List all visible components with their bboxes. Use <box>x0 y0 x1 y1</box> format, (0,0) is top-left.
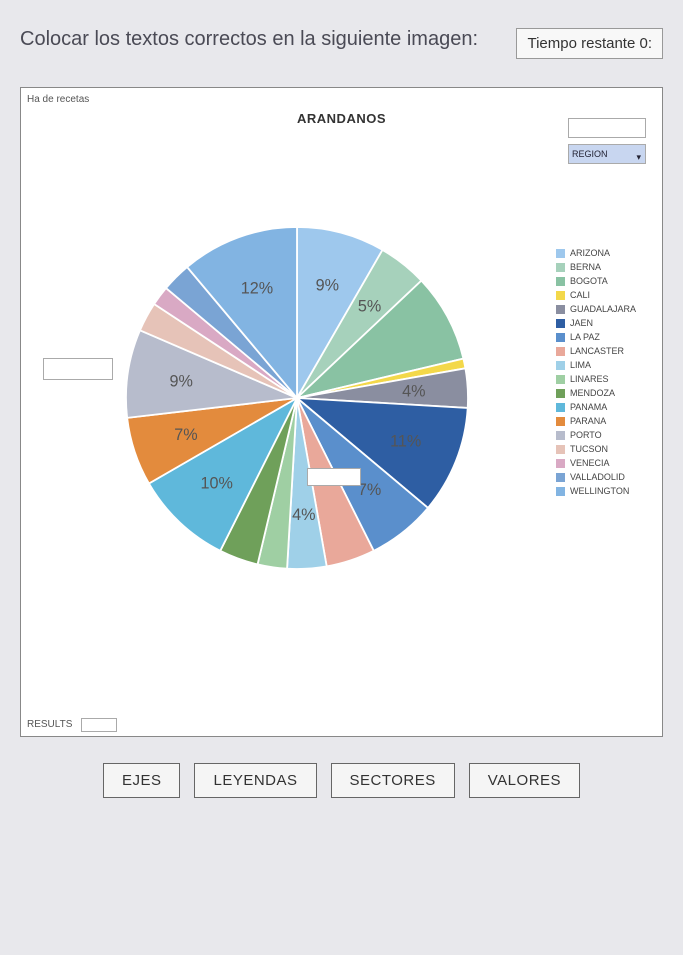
legend-swatch <box>556 319 565 328</box>
legend-label: PANAMA <box>570 402 607 412</box>
legend-swatch <box>556 333 565 342</box>
legend-item[interactable]: VENECIA <box>556 458 636 468</box>
chart-title: ARANDANOS <box>297 111 386 126</box>
legend-swatch <box>556 403 565 412</box>
legend-item[interactable]: LANCASTER <box>556 346 636 356</box>
answer-ejes[interactable]: EJES <box>103 763 181 798</box>
legend-item[interactable]: WELLINGTON <box>556 486 636 496</box>
answer-valores[interactable]: VALORES <box>469 763 580 798</box>
legend-item[interactable]: MENDOZA <box>556 388 636 398</box>
legend-label: TUCSON <box>570 444 608 454</box>
legend-item[interactable]: VALLADOLID <box>556 472 636 482</box>
legend-swatch <box>556 445 565 454</box>
legend-item[interactable]: JAEN <box>556 318 636 328</box>
timer-box: Tiempo restante 0: <box>516 28 663 59</box>
legend: ARIZONA BERNA BOGOTA CALI GUADALAJARA JAEN LA … <box>556 248 636 496</box>
legend-swatch <box>556 291 565 300</box>
legend-item[interactable]: ARIZONA <box>556 248 636 258</box>
slice-label: 7% <box>174 426 197 444</box>
legend-label: BERNA <box>570 262 601 272</box>
slice-label: 9% <box>316 276 339 294</box>
legend-label: BOGOTA <box>570 276 608 286</box>
legend-item[interactable]: BERNA <box>556 262 636 272</box>
legend-label: VENECIA <box>570 458 610 468</box>
answer-options-row: EJES LEYENDAS SECTORES VALORES <box>20 763 663 798</box>
legend-item[interactable]: LINARES <box>556 374 636 384</box>
legend-item[interactable]: TUCSON <box>556 444 636 454</box>
legend-label: LIMA <box>570 360 591 370</box>
legend-item[interactable]: PORTO <box>556 430 636 440</box>
chart-body: 9% 5% 4% 11% 7% 4% 10% 7% 9% 12% ARIZONA BERNA BOGO… <box>27 128 656 688</box>
slice-label: 9% <box>170 372 193 390</box>
legend-item[interactable]: CALI <box>556 290 636 300</box>
legend-label: PARANA <box>570 416 606 426</box>
slice-label: 11% <box>390 433 421 451</box>
legend-label: VALLADOLID <box>570 472 625 482</box>
legend-item[interactable]: PARANA <box>556 416 636 426</box>
pie-chart: 9% 5% 4% 11% 7% 4% 10% 7% 9% 12% <box>117 218 477 578</box>
legend-item[interactable]: GUADALAJARA <box>556 304 636 314</box>
legend-swatch <box>556 389 565 398</box>
legend-label: CALI <box>570 290 590 300</box>
legend-swatch <box>556 375 565 384</box>
legend-swatch <box>556 277 565 286</box>
drop-target-left[interactable] <box>43 358 113 380</box>
chart-panel: Ha de recetas ARANDANOS REGION 9%5%4%11%… <box>20 87 663 737</box>
slice-label: 4% <box>292 506 315 524</box>
instruction-text: Colocar los textos correctos en la sigui… <box>20 28 478 51</box>
answer-leyendas[interactable]: LEYENDAS <box>194 763 316 798</box>
slice-label: 4% <box>402 383 425 401</box>
legend-swatch <box>556 487 565 496</box>
panel-top-label: Ha de recetas <box>27 94 89 105</box>
legend-swatch <box>556 249 565 258</box>
slice-label: 12% <box>241 279 273 297</box>
answer-sectores[interactable]: SECTORES <box>331 763 455 798</box>
legend-label: LA PAZ <box>570 332 600 342</box>
legend-swatch <box>556 347 565 356</box>
legend-label: LANCASTER <box>570 346 624 356</box>
legend-label: PORTO <box>570 430 602 440</box>
legend-item[interactable]: PANAMA <box>556 402 636 412</box>
legend-swatch <box>556 473 565 482</box>
results-dropdown[interactable] <box>81 718 117 732</box>
panel-bottom-label: RESULTS <box>27 719 72 730</box>
slice-label: 5% <box>358 298 381 316</box>
legend-label: MENDOZA <box>570 388 615 398</box>
slice-label: 7% <box>358 481 381 499</box>
legend-item[interactable]: BOGOTA <box>556 276 636 286</box>
legend-swatch <box>556 431 565 440</box>
legend-swatch <box>556 305 565 314</box>
legend-label: ARIZONA <box>570 248 610 258</box>
legend-swatch <box>556 459 565 468</box>
legend-label: JAEN <box>570 318 593 328</box>
legend-label: WELLINGTON <box>570 486 629 496</box>
legend-item[interactable]: LIMA <box>556 360 636 370</box>
legend-swatch <box>556 361 565 370</box>
legend-item[interactable]: LA PAZ <box>556 332 636 342</box>
legend-swatch <box>556 263 565 272</box>
drop-target-inner[interactable] <box>307 468 361 486</box>
legend-label: LINARES <box>570 374 609 384</box>
slice-label: 10% <box>201 475 233 493</box>
legend-label: GUADALAJARA <box>570 304 636 314</box>
legend-swatch <box>556 417 565 426</box>
